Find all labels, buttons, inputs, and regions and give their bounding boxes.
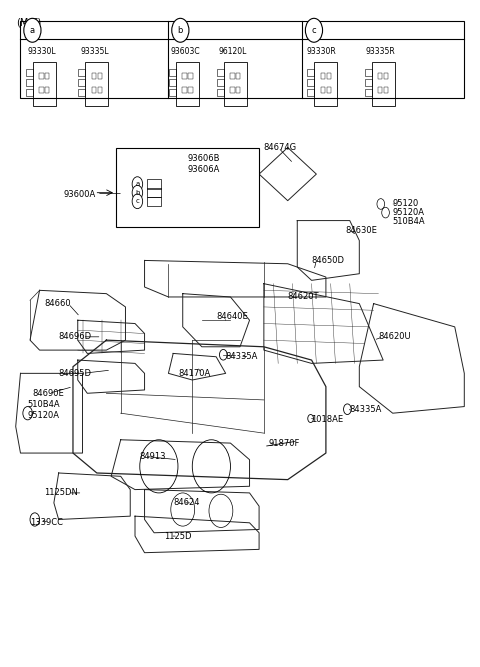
Circle shape <box>132 194 143 209</box>
Bar <box>97 73 102 79</box>
Bar <box>326 87 331 93</box>
Text: (M/T): (M/T) <box>16 18 41 28</box>
Circle shape <box>132 177 143 191</box>
Bar <box>188 87 192 93</box>
Bar <box>307 89 314 96</box>
Bar <box>26 69 33 76</box>
Text: 93335L: 93335L <box>80 47 109 56</box>
Circle shape <box>305 18 323 42</box>
Circle shape <box>172 18 189 42</box>
Text: 510B4A
95120A: 510B4A 95120A <box>28 400 60 420</box>
Bar <box>230 73 235 79</box>
Text: 95120: 95120 <box>393 199 419 209</box>
Text: 93606B
93606A: 93606B 93606A <box>188 155 220 174</box>
Bar <box>147 179 161 189</box>
Bar <box>188 73 192 79</box>
Bar <box>216 79 224 86</box>
Bar <box>85 63 108 106</box>
Bar <box>378 73 383 79</box>
Text: 84660: 84660 <box>44 299 71 308</box>
Text: 84696D: 84696D <box>59 332 92 342</box>
Bar <box>182 73 187 79</box>
Text: 95120A: 95120A <box>393 208 425 217</box>
Bar <box>39 87 44 93</box>
Text: 93600A: 93600A <box>63 189 96 199</box>
Bar <box>169 79 176 86</box>
Text: 84620T: 84620T <box>288 292 319 301</box>
Text: 84650D: 84650D <box>312 256 345 265</box>
Text: 84335A: 84335A <box>350 406 382 414</box>
Circle shape <box>24 18 41 42</box>
Text: 84695D: 84695D <box>59 369 92 378</box>
Text: 93330L: 93330L <box>28 47 56 56</box>
Text: 84620U: 84620U <box>378 332 411 342</box>
Text: 84674G: 84674G <box>264 143 297 152</box>
Bar <box>364 69 372 76</box>
Text: 1125D: 1125D <box>164 532 191 540</box>
Bar <box>92 73 96 79</box>
Text: 91870F: 91870F <box>269 439 300 448</box>
Text: 84640E: 84640E <box>216 312 248 321</box>
Bar <box>236 87 240 93</box>
Text: 96120L: 96120L <box>219 47 247 56</box>
Text: a: a <box>135 181 140 187</box>
Bar <box>45 87 49 93</box>
Bar <box>224 63 247 106</box>
Bar <box>321 87 325 93</box>
Bar <box>26 89 33 96</box>
Circle shape <box>132 185 143 200</box>
Bar <box>78 89 85 96</box>
Text: 84624: 84624 <box>173 498 200 508</box>
Bar <box>236 73 240 79</box>
Bar <box>384 73 388 79</box>
Bar <box>384 87 388 93</box>
Bar <box>230 87 235 93</box>
Bar <box>176 63 199 106</box>
Text: 84335A: 84335A <box>226 352 258 362</box>
Bar <box>307 79 314 86</box>
Bar <box>97 87 102 93</box>
Bar <box>78 69 85 76</box>
Text: b: b <box>178 26 183 35</box>
Text: 510B4A: 510B4A <box>393 217 425 225</box>
Bar <box>147 188 161 197</box>
Text: 84690E: 84690E <box>33 389 64 398</box>
Bar <box>307 69 314 76</box>
Text: 1125DN: 1125DN <box>44 488 78 498</box>
Text: 1339CC: 1339CC <box>30 518 63 528</box>
Text: 93330R: 93330R <box>306 47 336 56</box>
Bar <box>147 197 161 206</box>
Text: 84913: 84913 <box>140 452 166 461</box>
Bar <box>33 63 56 106</box>
Bar <box>169 69 176 76</box>
Bar <box>378 87 383 93</box>
Bar <box>216 89 224 96</box>
Text: a: a <box>30 26 35 35</box>
Bar <box>321 73 325 79</box>
Text: 1018AE: 1018AE <box>312 416 344 424</box>
Text: 93335R: 93335R <box>366 47 396 56</box>
Bar <box>216 69 224 76</box>
Bar <box>372 63 395 106</box>
Bar <box>92 87 96 93</box>
Bar <box>26 79 33 86</box>
Text: 84170A: 84170A <box>178 369 210 378</box>
Bar <box>364 89 372 96</box>
Bar <box>78 79 85 86</box>
Bar <box>364 79 372 86</box>
Bar <box>169 89 176 96</box>
Bar <box>116 147 259 227</box>
Bar <box>314 63 337 106</box>
Text: 84630E: 84630E <box>345 226 377 235</box>
Bar <box>326 73 331 79</box>
Text: b: b <box>135 189 140 195</box>
Text: c: c <box>312 26 316 35</box>
Bar <box>182 87 187 93</box>
Bar <box>45 73 49 79</box>
Text: 93603C: 93603C <box>170 47 200 56</box>
Text: c: c <box>135 198 139 204</box>
Bar <box>39 73 44 79</box>
